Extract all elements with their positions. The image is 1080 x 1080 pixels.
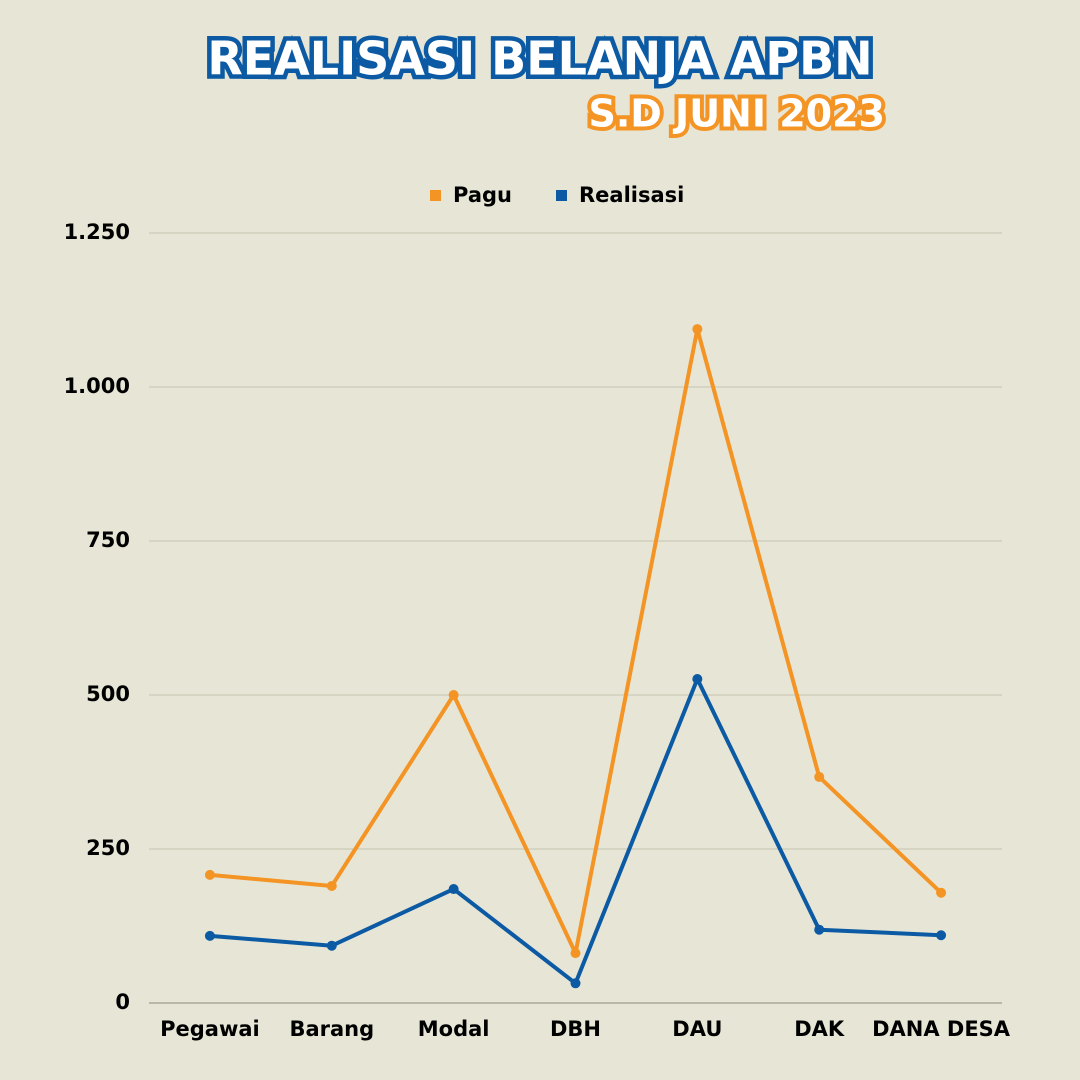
legend-label: Pagu <box>453 183 512 207</box>
point <box>692 324 703 335</box>
y-tick-label: 750 <box>86 528 130 552</box>
y-tick-label: 250 <box>86 836 130 860</box>
x-tick-label: Barang <box>289 1017 374 1041</box>
point <box>448 690 459 700</box>
chart-subtitle: S.D JUNI 2023 <box>588 92 885 136</box>
x-tick-label: DAU <box>672 1017 722 1041</box>
point <box>448 884 459 895</box>
point <box>326 940 337 951</box>
y-tick-label: 0 <box>115 990 130 1014</box>
point <box>570 978 581 989</box>
x-tick-label: DBH <box>550 1017 601 1041</box>
point <box>936 930 947 941</box>
y-tick-label: 500 <box>86 682 130 706</box>
legend-swatch <box>430 190 441 201</box>
point <box>936 887 947 898</box>
x-tick-label: Modal <box>418 1017 490 1041</box>
legend-label: Realisasi <box>579 183 684 207</box>
y-tick-label: 1.250 <box>64 220 130 244</box>
x-tick-label: DAK <box>794 1017 845 1041</box>
y-tick-label: 1.000 <box>64 374 130 398</box>
point <box>326 880 337 891</box>
x-tick-label: DANA DESA <box>872 1017 1011 1041</box>
point <box>570 948 581 959</box>
point <box>692 673 703 684</box>
point <box>204 930 215 941</box>
x-tick-label: Pegawai <box>160 1017 260 1041</box>
point <box>814 924 825 935</box>
point <box>204 869 215 880</box>
point <box>814 771 825 782</box>
chart-title: REALISASI BELANJA APBN <box>207 32 872 86</box>
legend-swatch <box>556 190 567 201</box>
